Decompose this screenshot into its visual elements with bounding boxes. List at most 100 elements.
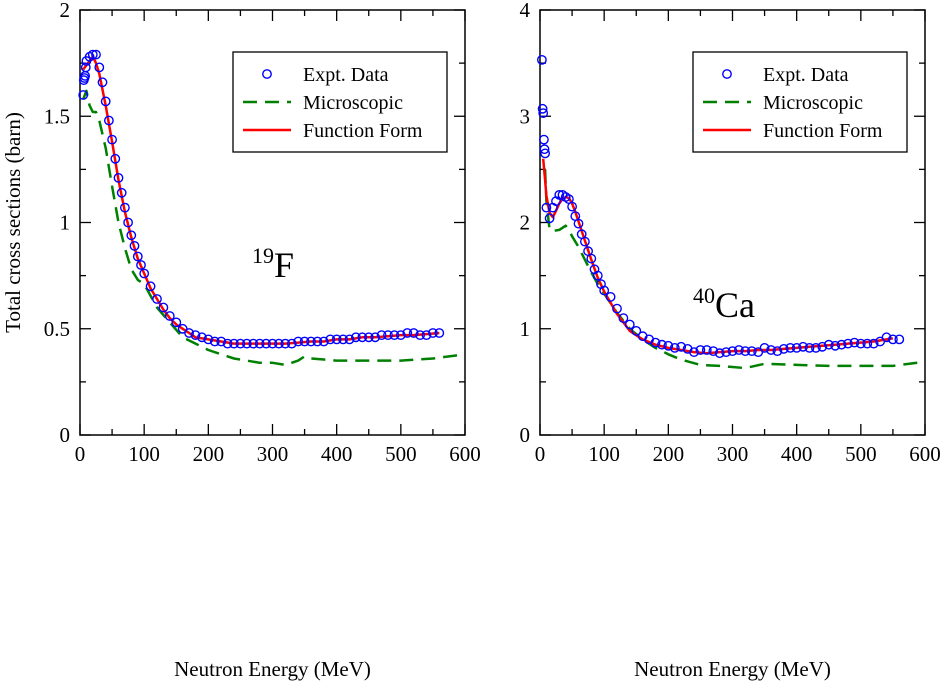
data-point [427,328,438,338]
data-point [862,338,873,349]
legend-key-expt-data [262,69,272,79]
chart-panel-right: 0 100 200 300 400 500 600 0 1 2 3 4 Neutron Energy (… [520,0,941,681]
x-tick-label: 400 [321,442,353,466]
series-expt-data [537,55,905,359]
legend-label: Expt. Data [763,64,849,86]
data-point [772,346,783,356]
data-point [344,334,355,345]
y-tick-label: 1.5 [44,104,70,128]
data-point [695,345,706,355]
data-point [599,285,610,296]
legend-label: Microscopic [303,92,403,114]
data-point [100,96,111,107]
data-point [843,338,853,349]
data-point [190,330,201,340]
data-point [254,338,265,349]
data-point [331,334,342,345]
data-point [798,341,808,352]
data-point [273,338,284,349]
series-line-microscopic [82,89,466,367]
x-tick-label: 500 [385,442,417,466]
data-point [538,108,549,119]
data-point [116,187,127,198]
x-axis-label: Neutron Energy (MeV) [634,657,831,681]
y-tick-label: 2 [60,0,71,22]
data-point [338,334,348,345]
x-tick-label: 200 [193,442,225,466]
data-point [78,90,89,100]
data-point [663,340,674,351]
data-point [605,291,616,302]
x-tick-label: 200 [653,442,685,466]
data-point [113,172,124,183]
x-tick-label: 0 [75,442,86,466]
y-tick-label: 3 [520,104,531,128]
data-point [421,330,432,340]
series-line-microscopic [543,169,926,370]
legend: Expt. Data Microscopic Function Form [232,51,448,153]
data-point [389,330,400,340]
data-point [554,189,565,200]
data-point [299,336,310,347]
data-point [881,332,892,343]
data-point [537,103,548,114]
data-point [868,338,879,349]
data-point [537,55,547,65]
data-point [306,336,316,347]
data-point [746,346,757,356]
data-point [286,338,297,349]
data-point [624,319,635,330]
data-point [650,337,661,348]
data-point [766,345,776,355]
x-tick-label: 300 [717,442,749,466]
data-point [110,153,121,164]
data-point [229,338,239,349]
x-axis-label: Neutron Energy (MeV) [174,657,371,681]
data-point [261,338,271,349]
data-point [689,347,699,357]
y-axis-label: Total cross sections (barn) [1,112,25,333]
data-point [727,346,738,356]
data-point [612,303,622,314]
data-point [539,134,549,145]
data-point [184,328,195,338]
x-tick-label: 600 [449,442,481,466]
data-point [132,251,143,262]
data-point [293,336,304,347]
data-point [209,336,220,347]
data-point [408,328,419,338]
x-tick-label: 400 [781,442,813,466]
data-point [126,230,137,241]
data-point [97,77,108,88]
data-point [759,342,770,353]
data-point [152,294,162,304]
y-tick-label: 1 [520,317,531,341]
nucleus-annotation: 40Ca [693,283,755,325]
data-point [164,311,175,321]
series-expt-data [78,49,445,349]
data-point [248,338,259,349]
y-tick-label: 0 [520,423,531,447]
y-tick-label: 1 [60,211,71,235]
data-point [804,342,815,353]
data-point [855,338,866,349]
data-point [676,341,687,352]
legend: Expt. Data Microscopic Function Form [692,51,908,153]
data-point [791,342,802,353]
data-point [541,202,552,213]
data-point [708,346,719,356]
data-point [145,281,156,292]
data-point [669,342,680,353]
data-point [721,347,731,357]
data-point [350,332,361,343]
data-point [434,328,445,338]
x-tick-label: 100 [588,442,620,466]
data-point [415,330,425,340]
data-point [830,340,841,351]
legend-key-expt-data [722,69,732,79]
data-point [136,260,146,270]
data-point [540,148,550,159]
y-tick-label: 0 [60,423,71,447]
data-point [592,270,603,281]
